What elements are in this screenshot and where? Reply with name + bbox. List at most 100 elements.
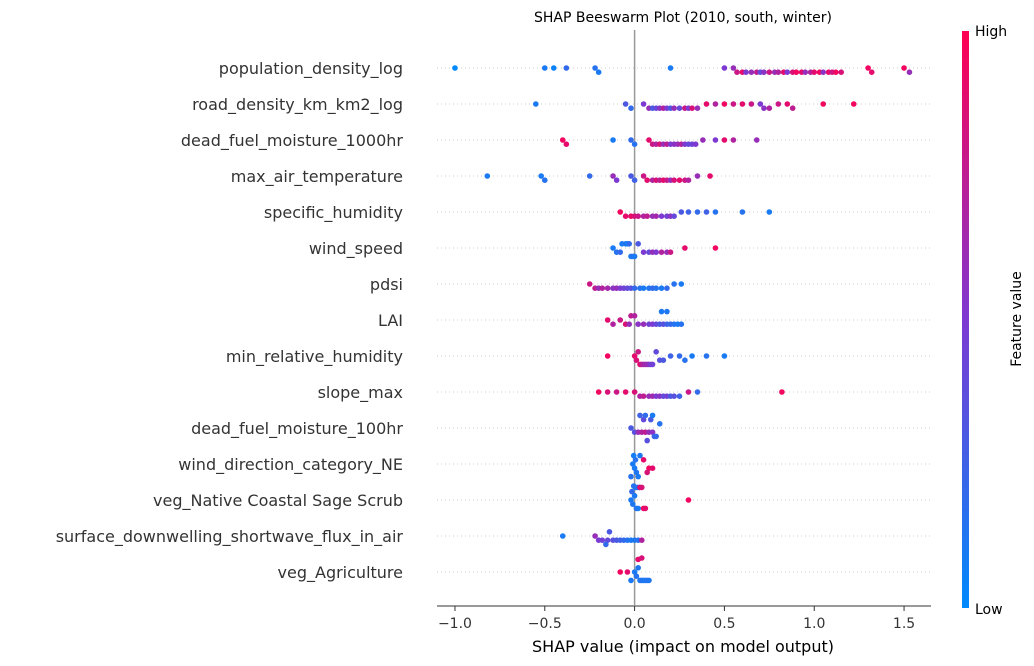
data-point [617, 249, 624, 255]
data-point [761, 69, 767, 75]
feature-label: specific_humidity [264, 203, 403, 223]
data-point [630, 452, 637, 459]
data-point [712, 209, 719, 215]
data-point [748, 69, 755, 75]
data-point [712, 137, 719, 143]
data-point [667, 65, 674, 71]
feature-label: pdsi [370, 275, 403, 294]
data-point [617, 317, 624, 323]
data-point [631, 465, 638, 472]
data-point [664, 308, 670, 315]
data-point [694, 389, 701, 395]
data-point [637, 452, 643, 459]
data-point [743, 69, 749, 75]
data-point [734, 69, 740, 75]
data-point [599, 285, 606, 292]
data-point [721, 353, 728, 359]
data-point [631, 253, 638, 260]
colorbar [962, 31, 969, 608]
feature-label: dead_fuel_moisture_100hr [191, 419, 403, 439]
data-point [622, 389, 629, 395]
data-point [635, 505, 641, 512]
data-point [694, 209, 701, 215]
data-point [739, 101, 746, 107]
data-point [700, 137, 706, 143]
data-point [694, 173, 701, 179]
data-point [653, 349, 659, 355]
data-point [633, 573, 640, 579]
data-point [658, 285, 665, 292]
data-point [550, 65, 557, 71]
data-point [730, 65, 737, 71]
data-point [563, 65, 570, 71]
data-point [541, 177, 548, 183]
feature-label: wind_direction_category_NE [178, 455, 403, 475]
data-point [820, 101, 827, 107]
data-point [653, 249, 659, 255]
data-point [685, 497, 692, 503]
data-point [631, 353, 638, 359]
data-point [640, 393, 647, 400]
data-point [676, 105, 683, 111]
data-point [775, 101, 782, 107]
data-point [766, 69, 773, 75]
data-point [689, 353, 695, 359]
data-point [635, 565, 641, 571]
x-tick-label: 1.5 [893, 616, 915, 632]
data-point [631, 141, 638, 147]
data-point [832, 69, 839, 75]
data-point [784, 101, 791, 107]
data-point [678, 209, 685, 215]
data-point [685, 177, 692, 183]
data-point [452, 65, 458, 71]
data-point [638, 484, 645, 491]
data-point [678, 281, 685, 287]
data-point [649, 429, 656, 436]
colorbar-low-label: Low [975, 602, 1003, 618]
data-point [631, 569, 638, 575]
data-point [647, 416, 654, 423]
data-point [640, 173, 647, 179]
data-point [642, 412, 649, 419]
feature-label: max_air_temperature [231, 167, 403, 187]
data-point [640, 249, 647, 255]
data-point [692, 141, 699, 147]
data-point [721, 101, 728, 107]
data-point [901, 65, 907, 71]
x-tick-label: 0.5 [713, 616, 735, 632]
data-point [628, 105, 634, 111]
data-point [753, 137, 760, 143]
data-point [631, 493, 638, 499]
data-point [628, 497, 634, 503]
data-point [633, 469, 640, 476]
data-point [678, 321, 685, 328]
data-point [685, 209, 692, 215]
data-point [646, 137, 652, 143]
data-point [667, 353, 674, 359]
data-point [644, 437, 650, 444]
feature-label: surface_downwelling_shortwave_flux_in_ai… [56, 527, 404, 547]
data-point [626, 241, 633, 247]
chart-title: SHAP Beeswarm Plot (2010, south, winter) [534, 10, 832, 26]
colorbar-high-label: High [975, 24, 1007, 40]
data-point [644, 213, 650, 219]
data-point [538, 173, 544, 179]
data-point [850, 101, 857, 107]
data-point [658, 213, 665, 219]
data-point [703, 209, 710, 215]
data-point [653, 285, 659, 292]
data-point [563, 141, 570, 147]
data-point [617, 569, 624, 575]
data-point [559, 137, 566, 143]
data-point [604, 537, 611, 543]
data-point [789, 105, 796, 111]
feature-label: veg_Native Coastal Sage Scrub [153, 491, 403, 511]
data-point [628, 173, 634, 179]
data-point [622, 101, 629, 107]
data-point [642, 505, 649, 512]
data-point [766, 105, 773, 111]
data-point [775, 69, 782, 75]
feature-labels: population_density_log road_density_km_km… [56, 59, 404, 583]
x-tick-label: −1.0 [438, 616, 472, 632]
